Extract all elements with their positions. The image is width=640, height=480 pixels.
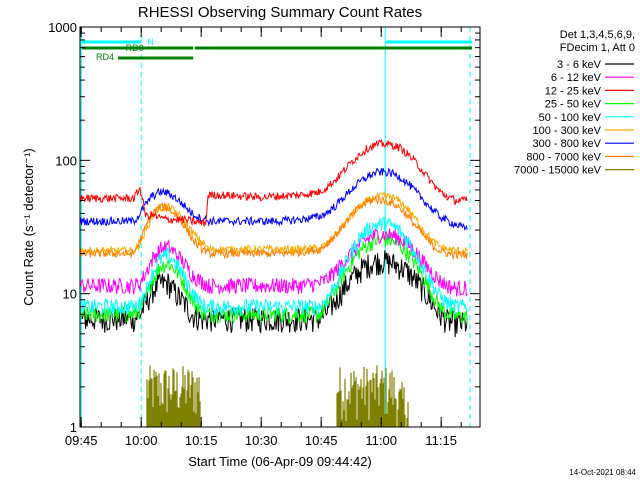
series-50-100-kev (79, 216, 468, 317)
x-tick-label: 11:00 (365, 433, 397, 448)
series-7000-15000-kev (146, 365, 409, 427)
y-axis-label: Count Rate (s⁻¹ detector⁻¹) (21, 148, 36, 306)
flag-label-rd4: RD4 (96, 52, 114, 62)
flag-label-rd0: RD0 (126, 43, 144, 53)
legend-label: 800 - 7000 keV (526, 151, 601, 163)
legend-label: 6 - 12 keV (551, 72, 602, 84)
legend-label: 12 - 25 keV (545, 85, 602, 97)
legend-label: 7000 - 15000 keV (514, 165, 602, 177)
series-6-12-kev (79, 227, 468, 297)
legend-label: 300 - 800 keV (533, 138, 602, 150)
legend-label: 25 - 50 keV (545, 99, 602, 111)
x-tick-label: 10:30 (245, 433, 278, 448)
y-tick-label: 1 (70, 420, 77, 435)
series-800-7000-kev (79, 196, 468, 260)
flag-rd4: RD4 (96, 52, 194, 62)
series-100-300-kev (79, 190, 468, 256)
legend-label: 3 - 6 keV (557, 59, 602, 71)
series-25-50-kev (79, 233, 468, 325)
y-tick-label: 100 (55, 153, 77, 168)
x-tick-label: 10:45 (305, 433, 338, 448)
chart-title: RHESSI Observing Summary Count Rates (138, 4, 422, 21)
axes: 1 10 100 1000 09:45 10:00 10:15 10:30 10:45 11:00… (48, 20, 480, 448)
legend: Det 1,3,4,5,6,9,FDecim 1, Att 0 3 - 6 keV… (514, 29, 635, 177)
x-tick-label: 09:45 (65, 433, 98, 448)
x-axis-label: Start Time (06-Apr-09 09:44:42) (188, 454, 372, 469)
x-tick-label: 10:00 (125, 433, 158, 448)
y-tick-label: 10 (63, 287, 77, 302)
y-tick-label: 1000 (48, 20, 77, 35)
legend-header: FDecim 1, Att 0 (560, 42, 635, 54)
footer-date: 14-Oct-2021 08:44 (569, 468, 636, 477)
plot-frame (79, 26, 481, 428)
flag-label-n: N (147, 37, 154, 47)
legend-label: 50 - 100 keV (539, 112, 602, 124)
x-tick-label: 11:15 (425, 433, 457, 448)
flag-rd0: RD0 (82, 43, 472, 53)
legend-header: Det 1,3,4,5,6,9, (560, 29, 635, 41)
legend-label: 100 - 300 keV (533, 125, 602, 137)
series-12-25-kev (79, 138, 468, 227)
x-tick-label: 10:15 (185, 433, 218, 448)
series-300-800-kev (79, 167, 468, 231)
flag-n: N (82, 37, 472, 47)
